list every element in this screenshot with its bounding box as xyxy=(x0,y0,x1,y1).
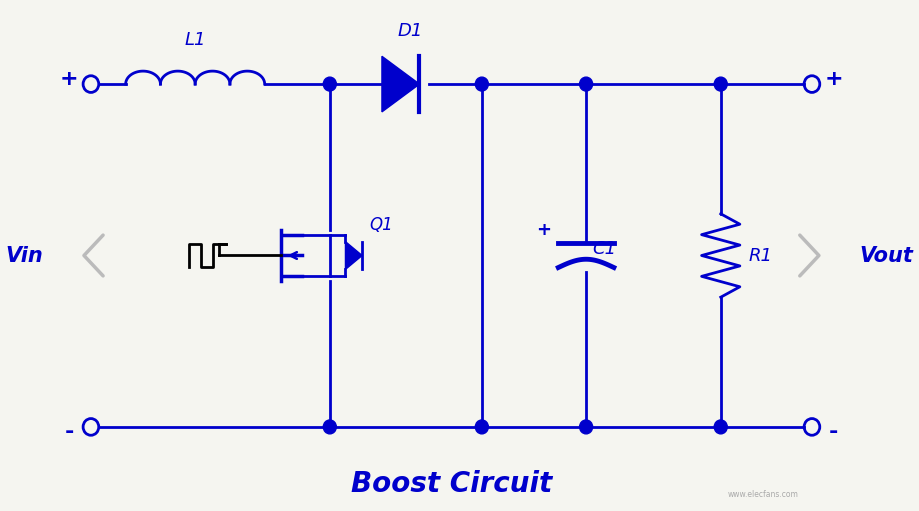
Text: +: + xyxy=(824,69,843,89)
Text: -: - xyxy=(64,422,74,442)
Circle shape xyxy=(475,420,488,434)
Text: L1: L1 xyxy=(185,31,206,49)
Text: Vin: Vin xyxy=(6,245,43,266)
Polygon shape xyxy=(346,242,362,269)
Circle shape xyxy=(323,77,336,91)
Text: www.elecfans.com: www.elecfans.com xyxy=(728,490,799,499)
Circle shape xyxy=(714,420,727,434)
Text: Vout: Vout xyxy=(860,245,913,266)
Text: C1: C1 xyxy=(592,240,617,258)
Circle shape xyxy=(580,77,593,91)
Text: +: + xyxy=(537,221,551,239)
Circle shape xyxy=(714,77,727,91)
Text: D1: D1 xyxy=(397,21,423,40)
Text: R1: R1 xyxy=(749,246,773,265)
Text: Q1: Q1 xyxy=(369,216,392,234)
Text: Boost Circuit: Boost Circuit xyxy=(351,470,552,498)
Text: +: + xyxy=(60,69,78,89)
Circle shape xyxy=(323,420,336,434)
Polygon shape xyxy=(382,56,419,112)
Text: -: - xyxy=(829,422,838,442)
Circle shape xyxy=(475,77,488,91)
Circle shape xyxy=(580,420,593,434)
